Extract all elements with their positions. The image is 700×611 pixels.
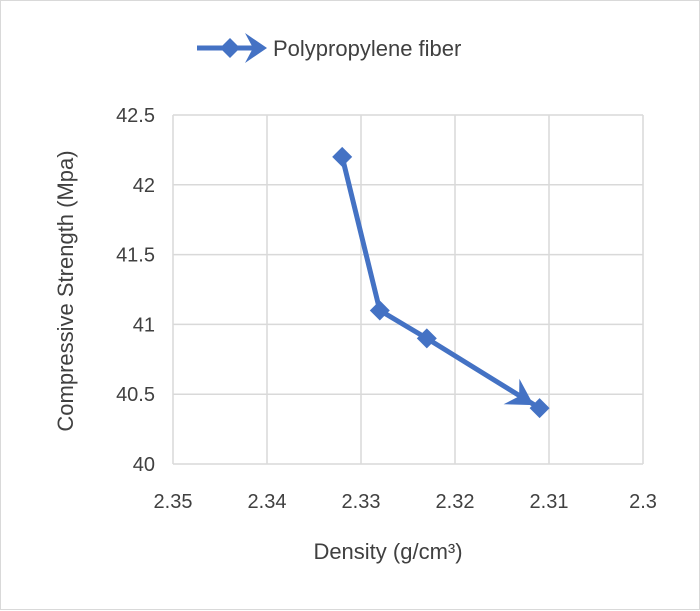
x-tick-label: 2.31 xyxy=(530,491,569,513)
data-point-marker xyxy=(416,328,437,349)
y-tick-label: 42.5 xyxy=(116,105,155,127)
y-tick-label: 40 xyxy=(133,454,155,476)
series-polypropylene-fiber xyxy=(332,146,550,419)
legend[interactable]: Polypropylene fiber xyxy=(197,33,461,63)
y-tick-label: 42 xyxy=(133,175,155,197)
legend-diamond-icon xyxy=(220,38,240,58)
legend-arrow-icon xyxy=(245,33,267,63)
y-tick-label: 41.5 xyxy=(116,245,155,267)
data-point-marker xyxy=(529,398,550,419)
y-tick-label: 40.5 xyxy=(116,384,155,406)
x-tick-label: 2.3 xyxy=(629,491,657,513)
y-tick-label: 41 xyxy=(133,314,155,336)
x-tick-labels: 2.35 2.34 2.33 2.32 2.31 2.3 xyxy=(154,491,657,513)
arrow-end-icon xyxy=(503,378,534,406)
x-tick-label: 2.34 xyxy=(248,491,287,513)
data-point-marker xyxy=(332,146,353,167)
gridlines xyxy=(172,114,644,465)
series-line xyxy=(339,156,541,411)
x-axis-title: Density (g/cm³) xyxy=(313,539,462,564)
y-axis-title: Compressive Strength (Mpa) xyxy=(53,150,78,431)
legend-label: Polypropylene fiber xyxy=(273,36,461,61)
x-tick-label: 2.32 xyxy=(436,491,475,513)
y-tick-labels: 40 40.5 41 41.5 42 42.5 xyxy=(116,105,155,476)
x-tick-label: 2.33 xyxy=(342,491,381,513)
data-point-marker xyxy=(369,300,390,321)
x-tick-label: 2.35 xyxy=(154,491,193,513)
